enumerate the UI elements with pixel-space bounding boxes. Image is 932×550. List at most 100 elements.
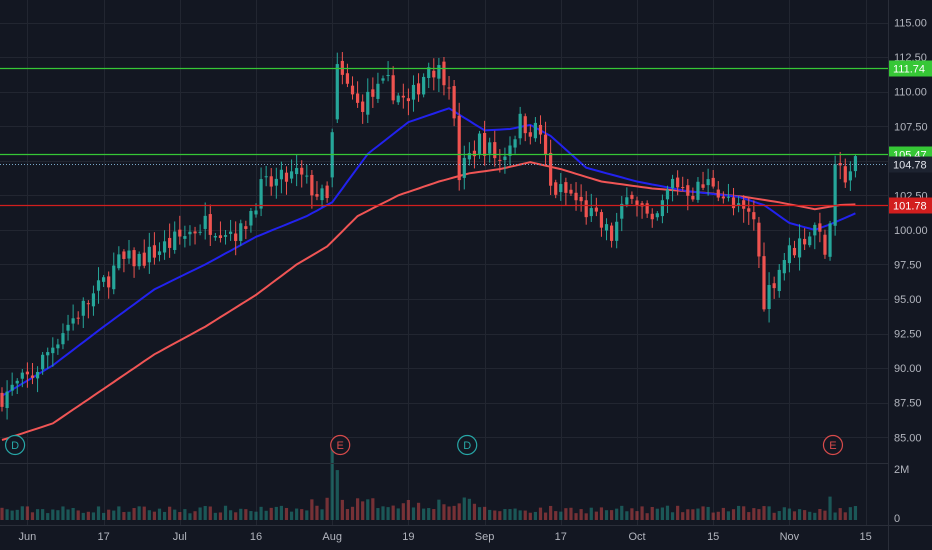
volume-bar: [162, 511, 167, 520]
volume-bar: [721, 507, 725, 520]
candle-body: [325, 185, 329, 199]
event-marker-e[interactable]: [330, 434, 351, 456]
candle-body: [315, 194, 319, 197]
volume-bar: [569, 507, 573, 520]
volume-bar: [543, 512, 548, 520]
candle-body: [691, 195, 695, 200]
candle-body: [701, 184, 705, 188]
candle-body: [640, 203, 644, 207]
volume-bar: [498, 511, 502, 520]
volume-bar: [249, 511, 253, 520]
candle-body: [559, 184, 563, 193]
volume-bar: [213, 512, 217, 520]
candle-body: [147, 246, 151, 263]
price-tick-label: 107.50: [894, 121, 928, 133]
volume-bar: [757, 509, 761, 520]
candle-body: [86, 303, 90, 305]
volume-bar: [127, 511, 131, 520]
time-axis[interactable]: Jun 17 Jul 16 Aug 19 Sep 17 Oct 15 Nov 15: [19, 531, 872, 543]
volume-bar: [813, 512, 817, 520]
volume-bar: [361, 501, 365, 520]
volume-bar: [56, 510, 60, 520]
candle-body: [96, 280, 101, 291]
volume-bar: [229, 510, 233, 520]
candle-body: [493, 142, 497, 159]
candle-body: [676, 177, 680, 188]
price-tick-label: 85.00: [894, 432, 922, 444]
candle-body: [320, 188, 324, 201]
volume-bar: [300, 509, 304, 520]
volume-bar: [564, 508, 568, 520]
volume-bar: [716, 511, 720, 520]
volume-bar: [706, 506, 710, 520]
candle-body: [152, 245, 156, 258]
time-tick-label: 19: [402, 531, 414, 543]
candle-body: [0, 392, 4, 407]
candle-body: [401, 95, 405, 98]
event-marker-d[interactable]: [4, 434, 26, 456]
volume-bar: [782, 507, 786, 520]
time-tick-label: 17: [97, 531, 109, 543]
volume-bar: [183, 509, 187, 520]
volume-bar: [848, 507, 852, 520]
event-marker-e[interactable]: [822, 434, 844, 456]
volume-bar: [15, 509, 19, 520]
candle-body: [71, 318, 75, 324]
volume-bar: [386, 507, 390, 520]
volume-bar: [264, 510, 268, 520]
volume-bar: [178, 512, 182, 520]
candle-body: [665, 189, 670, 200]
candle-body: [518, 113, 522, 139]
volume-bar: [76, 510, 80, 520]
candle-body: [655, 213, 659, 218]
volume-bar: [218, 512, 223, 520]
candle-body: [533, 122, 537, 139]
candle-body: [772, 283, 776, 289]
volume-bar: [472, 503, 477, 520]
volume-bar: [828, 496, 832, 520]
volume-bar: [117, 506, 121, 520]
candle-body: [102, 277, 106, 282]
volume-bar: [640, 506, 644, 520]
event-marker-letter: E: [829, 440, 836, 452]
volume-axis: 2M 0: [894, 464, 909, 525]
candle-body: [589, 208, 593, 217]
volume-tick-label: 0: [894, 513, 900, 525]
candle-body: [81, 300, 85, 316]
time-tick-label: Oct: [628, 531, 645, 543]
time-tick-label: Jul: [173, 531, 187, 543]
event-marker-letter: E: [337, 440, 344, 452]
level-badge-1: [889, 60, 932, 77]
candle-body: [213, 236, 217, 238]
candle-body: [660, 200, 664, 217]
candle-body: [457, 115, 461, 181]
time-tick-label: Jun: [19, 531, 37, 543]
candle-body: [107, 276, 111, 288]
candle-body: [310, 174, 314, 196]
candle-body: [274, 178, 278, 186]
volume-bar: [737, 505, 741, 520]
candle-body: [137, 253, 141, 267]
volume-bar: [391, 505, 395, 520]
candle-body: [61, 333, 65, 345]
candle-body: [757, 222, 761, 257]
volume-bar: [203, 506, 207, 520]
event-marker-d[interactable]: [457, 434, 478, 456]
moving-average-fast: [1, 107, 856, 397]
volume-bar: [269, 507, 273, 520]
volume-bar: [442, 504, 446, 520]
volume-bar: [843, 512, 847, 520]
volume-bar: [91, 512, 96, 520]
candle-body: [569, 189, 573, 194]
candle-body: [503, 156, 507, 161]
horizontal-levels[interactable]: [0, 67, 888, 207]
candle-body: [442, 61, 446, 86]
volume-bar: [437, 499, 441, 520]
volume-bar: [427, 508, 431, 520]
volume-bar: [493, 510, 497, 520]
candle-body: [777, 269, 781, 292]
